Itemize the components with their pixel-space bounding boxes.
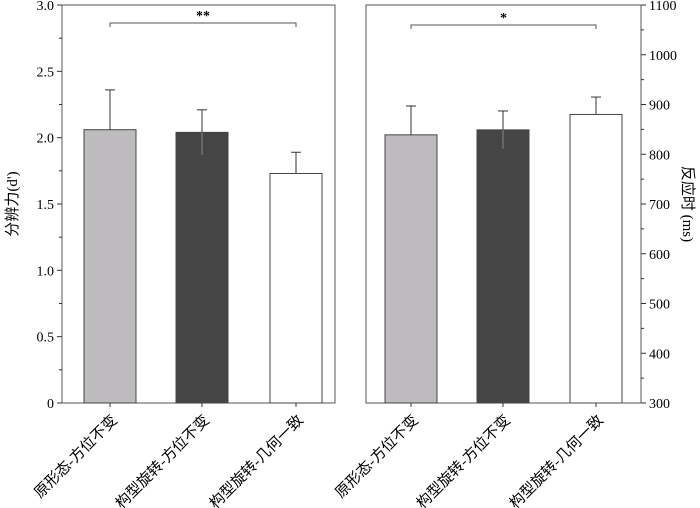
y-axis-label: 分辨力(d') xyxy=(4,171,21,236)
y-axis-label: 反应时 (ms) xyxy=(679,166,697,242)
panel-2: 300 400 500 600 700 800 900 1000 1100 反应时 (ms) 原形态… xyxy=(332,0,697,508)
bar-1 xyxy=(384,134,438,404)
y-tick-label: 1.5 xyxy=(37,198,55,213)
y-tick-label: 300 xyxy=(649,397,670,412)
y-tick-label: 900 xyxy=(649,99,670,114)
bar-3 xyxy=(269,172,323,404)
x-tick-label: 构型旋转-方位不变 xyxy=(112,412,212,508)
bar-2 xyxy=(175,131,229,404)
panel-1: 0 0.5 1.0 1.5 2.0 2.5 3.0 分辨力(d') 原形态-方位不变构型旋转-方… xyxy=(4,0,336,508)
significance-label: ** xyxy=(196,9,210,24)
y-tick-label: 1100 xyxy=(649,0,676,14)
x-tick-label: 原形态-方位不变 xyxy=(31,412,121,502)
y-tick-label: 600 xyxy=(649,248,670,263)
significance-bracket xyxy=(109,22,297,27)
y-tick-label: 0 xyxy=(47,397,54,412)
x-tick-label: 构型旋转-几何一致 xyxy=(506,412,606,508)
bar-3 xyxy=(569,113,623,404)
y-tick-label: 500 xyxy=(649,298,670,313)
significance-label: * xyxy=(500,11,507,26)
y-tick-label: 0.5 xyxy=(37,331,55,346)
y-tick-label: 1000 xyxy=(649,49,677,64)
bar-2 xyxy=(476,129,530,404)
x-tick-label: 构型旋转-几何一致 xyxy=(206,412,306,508)
y-tick-label: 1.0 xyxy=(37,264,55,279)
y-tick-label: 700 xyxy=(649,198,670,213)
bar-1 xyxy=(83,129,137,404)
x-tick-label: 原形态-方位不变 xyxy=(332,412,422,502)
significance-bracket xyxy=(410,24,597,29)
y-tick-label: 3.0 xyxy=(37,0,55,14)
y-tick-label: 800 xyxy=(649,148,670,163)
x-tick-label: 构型旋转-方位不变 xyxy=(413,412,513,508)
y-tick-label: 400 xyxy=(649,347,670,362)
y-tick-label: 2.0 xyxy=(37,132,55,147)
y-tick-label: 2.5 xyxy=(37,65,55,80)
